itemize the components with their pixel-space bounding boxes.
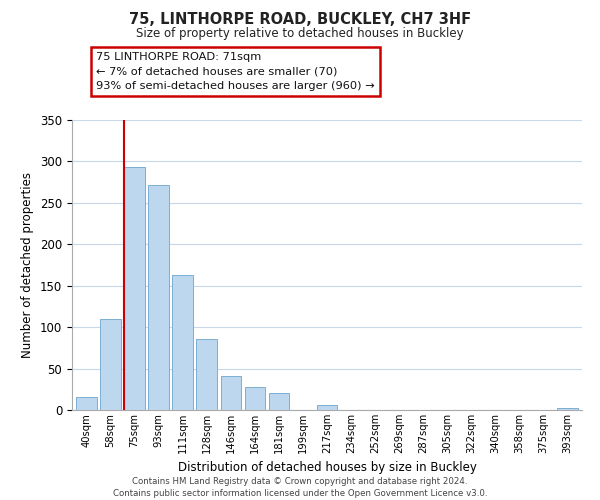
Bar (100, 319, 121, 410)
Bar (317, 405, 337, 410)
Text: Contains HM Land Registry data © Crown copyright and database right 2024.
Contai: Contains HM Land Registry data © Crown c… (113, 476, 487, 498)
Bar (172, 275, 193, 410)
Y-axis label: Number of detached properties: Number of detached properties (22, 172, 34, 358)
X-axis label: Distribution of detached houses by size in Buckley: Distribution of detached houses by size … (178, 462, 476, 474)
Text: 75, LINTHORPE ROAD, BUCKLEY, CH7 3HF: 75, LINTHORPE ROAD, BUCKLEY, CH7 3HF (129, 12, 471, 28)
Bar (221, 376, 241, 410)
Bar (557, 408, 578, 410)
Bar (196, 338, 217, 410)
Bar (245, 387, 265, 410)
Text: Size of property relative to detached houses in Buckley: Size of property relative to detached ho… (136, 28, 464, 40)
Bar (124, 167, 145, 410)
Bar (269, 392, 289, 410)
Text: 75 LINTHORPE ROAD: 71sqm
← 7% of detached houses are smaller (70)
93% of semi-de: 75 LINTHORPE ROAD: 71sqm ← 7% of detache… (96, 52, 374, 92)
Bar (148, 186, 169, 410)
Bar (76, 396, 97, 410)
